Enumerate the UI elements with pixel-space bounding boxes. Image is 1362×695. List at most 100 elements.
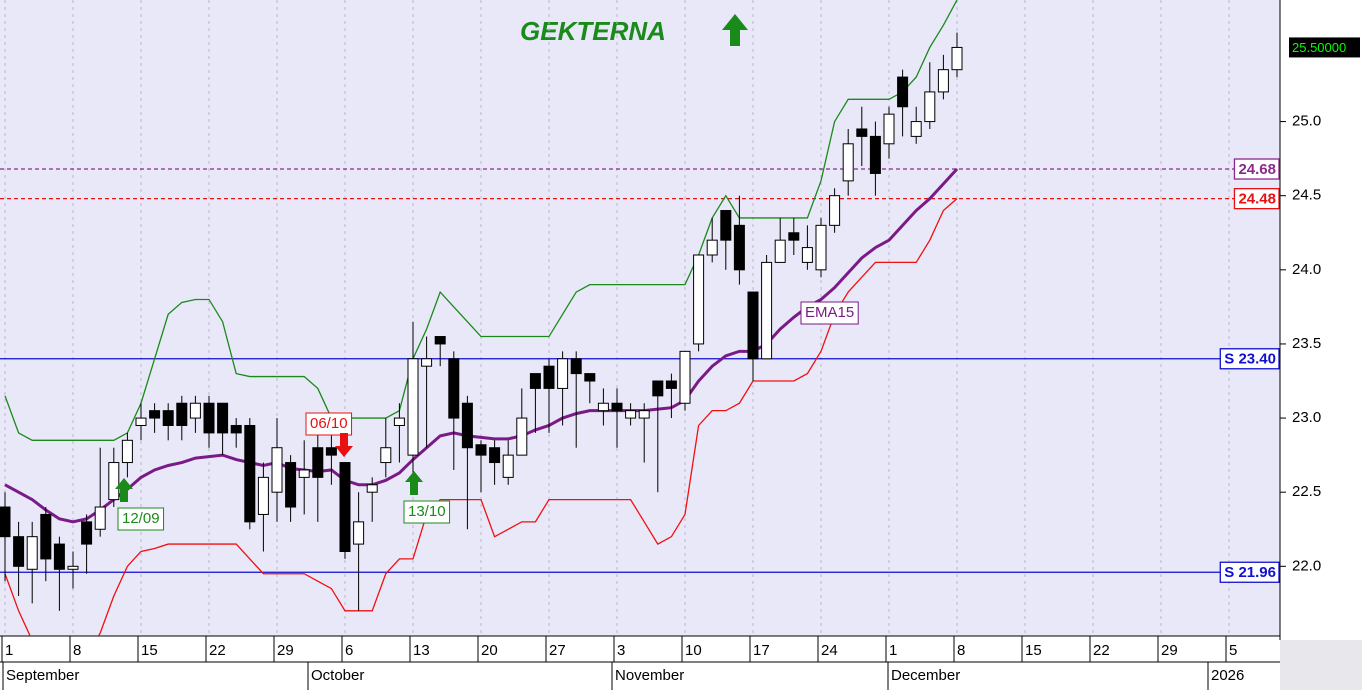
candle-body xyxy=(285,462,297,508)
signal: 13/10 xyxy=(403,471,451,524)
plot-layer xyxy=(0,0,1280,636)
x-tick-label: 22 xyxy=(1093,642,1110,659)
candle-body xyxy=(135,417,147,426)
candle-body xyxy=(597,402,609,412)
candle-body xyxy=(829,195,841,226)
candle-body xyxy=(53,543,65,570)
corner xyxy=(1280,640,1362,690)
x-tick-label: 8 xyxy=(957,642,965,659)
x-tick-label: 1 xyxy=(889,642,897,659)
candle-body xyxy=(516,417,528,456)
series-label-text: EMA15 xyxy=(805,304,854,321)
candle-body xyxy=(557,358,569,389)
candle-body xyxy=(353,521,365,545)
signal-box xyxy=(117,507,165,531)
level-label-text: 24.48 xyxy=(1238,191,1276,208)
x-tick-label: 29 xyxy=(277,642,294,659)
level-label-box xyxy=(1233,188,1280,210)
candle-body xyxy=(121,439,133,464)
x-tick-label: 17 xyxy=(753,642,770,659)
candle-body xyxy=(720,210,732,241)
candle-body xyxy=(339,462,351,552)
x-tick-label: 3 xyxy=(617,642,625,659)
candle-body xyxy=(747,291,759,360)
candle-body xyxy=(230,424,242,434)
candle-body xyxy=(189,402,201,419)
x-tick-label: 27 xyxy=(549,642,566,659)
level-label-box xyxy=(1219,348,1280,370)
candle-body xyxy=(665,380,677,389)
signal: 06/10 xyxy=(305,412,353,457)
signal-arrow xyxy=(405,471,423,495)
candle-body xyxy=(380,447,392,464)
signal-label: 06/10 xyxy=(310,415,348,432)
candle-body xyxy=(26,536,38,570)
candle-body xyxy=(652,380,664,397)
signal-label: 12/09 xyxy=(122,510,160,527)
candle-body xyxy=(461,402,473,449)
x-tick-label: 5 xyxy=(1229,642,1237,659)
candle-body xyxy=(67,565,79,570)
y-tick-label: 25.0 xyxy=(1292,113,1321,130)
x-month-label: 2026 xyxy=(1211,667,1244,684)
title-arrow xyxy=(722,14,748,46)
candle-body xyxy=(448,358,460,419)
candle-body xyxy=(475,444,487,456)
candle-body xyxy=(924,91,936,123)
candle-body xyxy=(937,69,949,93)
level-label-box xyxy=(1233,158,1280,180)
candle-body xyxy=(0,506,11,538)
candle-body xyxy=(298,469,310,478)
candle-body xyxy=(162,410,174,426)
candle-body xyxy=(625,410,637,419)
x-tick-label: 15 xyxy=(141,642,158,659)
x-tick-label: 22 xyxy=(209,642,226,659)
signal-label: 13/10 xyxy=(408,503,446,520)
x-tick-label: 10 xyxy=(685,642,702,659)
candle-body xyxy=(244,424,256,523)
x-tick-label: 20 xyxy=(481,642,498,659)
candle-body xyxy=(706,239,718,256)
candle-body xyxy=(81,521,93,545)
level-label: 24.68 xyxy=(1233,158,1280,180)
last-price-box xyxy=(1289,37,1360,58)
candle-body xyxy=(489,447,501,464)
candle-body xyxy=(869,135,881,174)
candle-body xyxy=(393,417,405,426)
y-tick-label: 23.5 xyxy=(1292,335,1321,352)
candle-body xyxy=(502,454,514,478)
candle-body xyxy=(434,336,446,345)
candle-body xyxy=(257,476,269,515)
candle-body xyxy=(910,121,922,137)
series-label-box xyxy=(800,301,859,325)
candle-body xyxy=(271,447,283,493)
level-label-text: S 21.96 xyxy=(1224,564,1276,581)
candle-body xyxy=(733,224,745,271)
candle-body xyxy=(883,113,895,145)
y-tick-label: 24.0 xyxy=(1292,261,1321,278)
indicator-line xyxy=(4,0,958,441)
series-label: EMA15 xyxy=(800,301,859,325)
candle-body xyxy=(366,484,378,493)
signal-arrow xyxy=(335,433,353,457)
candle-body xyxy=(543,365,555,389)
candle-body xyxy=(951,46,963,71)
candle-body xyxy=(325,447,337,456)
level-label-text: 24.68 xyxy=(1238,161,1276,178)
x-tick-label: 8 xyxy=(73,642,81,659)
candle-body xyxy=(856,128,868,137)
level-label: S 21.96 xyxy=(1219,561,1280,583)
candle-body xyxy=(94,506,106,530)
y-tick-label: 22.5 xyxy=(1292,483,1321,500)
chart-title: GEKTERNA xyxy=(520,16,666,46)
candle-body xyxy=(693,254,705,345)
signal: 12/09 xyxy=(115,478,165,531)
candle-body xyxy=(679,350,691,404)
signal-box xyxy=(403,500,451,524)
candle-body xyxy=(611,402,623,412)
x-tick-label: 24 xyxy=(821,642,838,659)
x-tick-label: 13 xyxy=(413,642,430,659)
level-label-text: S 23.40 xyxy=(1224,351,1276,368)
candle-body xyxy=(897,76,909,108)
